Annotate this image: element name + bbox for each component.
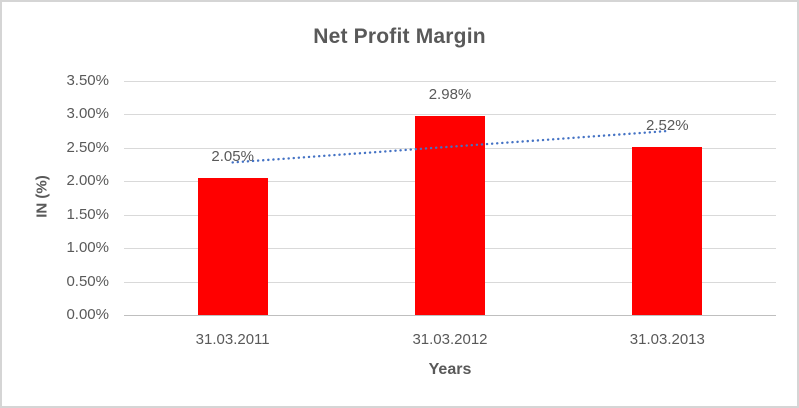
y-tick-label: 2.50% bbox=[66, 138, 109, 156]
x-axis-line bbox=[124, 315, 776, 316]
bar-value-label: 2.98% bbox=[428, 85, 472, 103]
x-category-label: 31.03.2012 bbox=[412, 331, 488, 348]
y-tick-label: 3.00% bbox=[66, 105, 109, 123]
x-axis-title: Years bbox=[428, 361, 472, 378]
x-category-label: 31.03.2011 bbox=[195, 331, 270, 348]
y-tick-label: 2.00% bbox=[66, 172, 109, 190]
chart-title: Net Profit Margin bbox=[313, 25, 486, 48]
bar bbox=[197, 177, 268, 315]
y-tick-label: 1.00% bbox=[66, 239, 109, 257]
y-tick-label: 0.00% bbox=[66, 306, 109, 323]
gridline bbox=[124, 114, 776, 116]
gridline bbox=[124, 81, 776, 82]
y-tick-label: 3.50% bbox=[66, 72, 109, 89]
y-tick-label: 0.50% bbox=[66, 272, 109, 290]
bar bbox=[415, 115, 485, 315]
bar-value-label: 2.05% bbox=[211, 147, 254, 165]
bar-value-label: 2.52% bbox=[646, 116, 689, 134]
bar bbox=[632, 146, 703, 315]
y-tick-label: 1.50% bbox=[66, 205, 109, 223]
x-category-label: 31.03.2013 bbox=[629, 331, 705, 348]
